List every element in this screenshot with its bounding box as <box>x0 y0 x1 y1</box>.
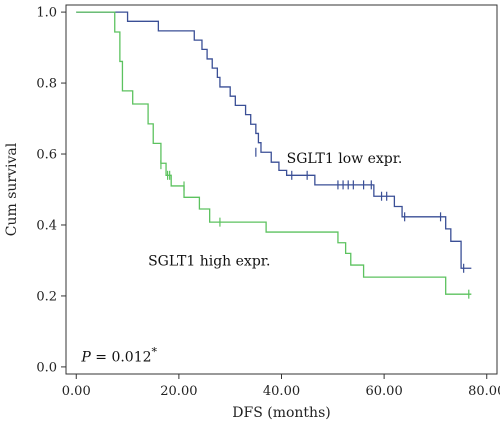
y-tick-label: 0.6 <box>36 148 57 163</box>
p-symbol: P <box>80 349 91 365</box>
y-tick-label: 0.8 <box>36 77 57 92</box>
survival-curve-high <box>76 11 472 295</box>
survival-curve-low <box>76 11 472 269</box>
series-label-low: SGLT1 low expr. <box>287 151 403 167</box>
x-tick-label: 0.00 <box>62 384 91 399</box>
p-significance-star: * <box>152 345 158 358</box>
x-tick-label: 80.00 <box>468 384 500 399</box>
y-axis-title: Cum survival <box>4 142 20 236</box>
y-tick-label: 0.0 <box>36 360 57 375</box>
x-axis-title: DFS (months) <box>232 405 330 421</box>
p-value-text: = 0.012 <box>91 349 152 365</box>
x-tick-label: 60.00 <box>366 384 403 399</box>
p-value-annotation: P = 0.012* <box>80 345 157 365</box>
y-axis-ticks: 0.0 0.2 0.4 0.6 0.8 1.0 <box>36 6 66 375</box>
x-tick-label: 20.00 <box>160 384 197 399</box>
x-axis-ticks: 0.00 20.00 40.00 60.00 80.00 <box>62 374 500 399</box>
y-tick-label: 1.0 <box>36 6 57 21</box>
y-tick-label: 0.4 <box>36 218 57 233</box>
plot-frame <box>65 4 498 375</box>
y-tick-label: 0.2 <box>36 289 57 304</box>
x-tick-label: 40.00 <box>263 384 300 399</box>
series-label-high: SGLT1 high expr. <box>148 253 270 269</box>
series-layer <box>76 11 472 299</box>
